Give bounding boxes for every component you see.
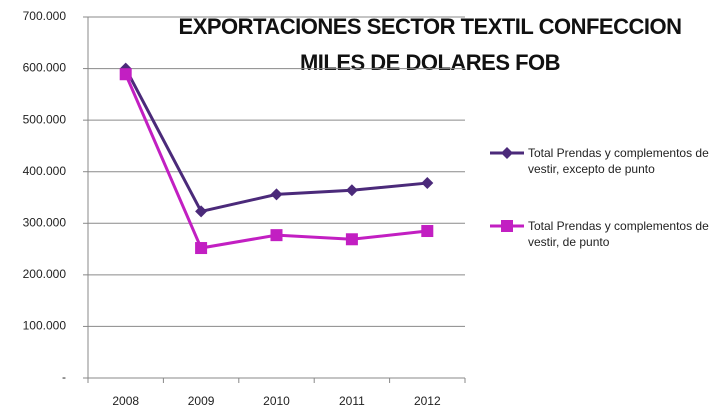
series-line (124, 73, 428, 250)
x-tick-label: 2008 (112, 394, 139, 408)
y-tick-label: 200.000 (23, 267, 67, 281)
point (195, 205, 208, 218)
point (421, 177, 434, 190)
x-tick-label: 2010 (263, 394, 290, 408)
y-tick-label: 300.000 (23, 215, 67, 229)
point (345, 233, 358, 246)
point (345, 184, 358, 197)
y-tick-label: 700.000 (23, 9, 67, 23)
legend-marker (501, 147, 513, 159)
x-tick-label: 2012 (414, 394, 441, 408)
point (119, 68, 132, 81)
x-tick-label: 2011 (339, 394, 365, 408)
y-tick-label: - (62, 370, 66, 384)
point (195, 242, 208, 255)
legend-marker (501, 220, 513, 232)
chart-title: EXPORTACIONES SECTOR TEXTIL CONFECCION (179, 14, 682, 39)
chart-subtitle: MILES DE DOLARES FOB (300, 50, 560, 75)
legend-label: Total Prendas y complementos de vestir, … (528, 219, 709, 249)
legend-label: Total Prendas y complementos de vestir, … (528, 146, 709, 176)
point (270, 188, 283, 201)
y-tick-label: 100.000 (23, 319, 67, 333)
y-tick-label: 400.000 (23, 164, 67, 178)
y-tick-label: 500.000 (23, 112, 67, 126)
point (270, 229, 283, 242)
y-tick-label: 600.000 (23, 61, 67, 75)
point (421, 225, 434, 238)
x-tick-label: 2009 (188, 394, 215, 408)
